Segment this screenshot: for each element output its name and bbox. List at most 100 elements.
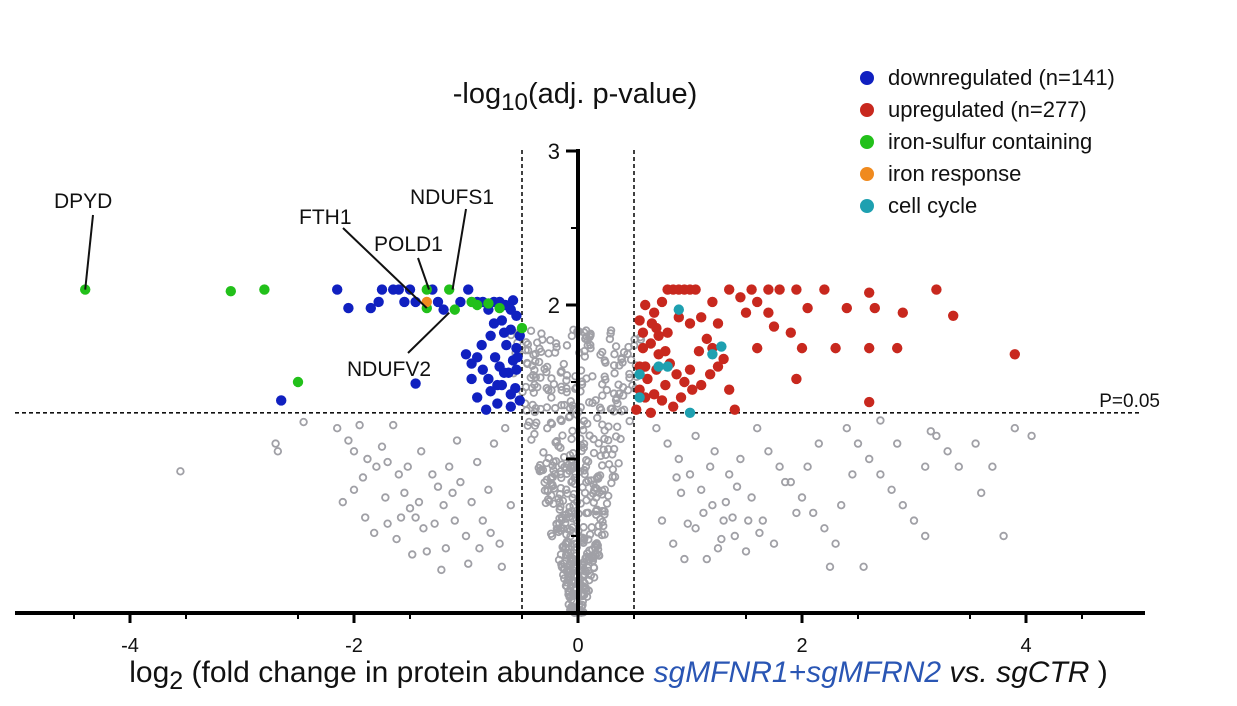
background-point — [657, 516, 667, 525]
background-point — [536, 373, 545, 382]
background-point — [602, 385, 612, 395]
background-point — [580, 570, 589, 579]
background-point — [544, 385, 553, 395]
background-point — [741, 547, 751, 556]
background-point — [562, 384, 571, 393]
background-point — [530, 365, 539, 375]
background-point — [475, 544, 484, 553]
background-point — [753, 424, 762, 433]
background-point — [551, 438, 560, 447]
background-point — [865, 454, 874, 464]
upregulated-point — [774, 284, 785, 295]
x-tick-label: -2 — [345, 635, 363, 657]
background-point — [557, 473, 566, 483]
background-point — [523, 345, 533, 355]
background-point — [747, 493, 756, 502]
background-point — [608, 465, 618, 474]
background-point — [562, 463, 571, 472]
background-point — [544, 349, 553, 358]
legend-item-iron-sulfur: iron-sulfur containing — [860, 126, 1115, 158]
background-point — [775, 462, 784, 471]
downregulated-point — [511, 364, 522, 375]
background-point — [593, 413, 602, 423]
upregulated-point — [684, 364, 696, 375]
background-point — [848, 470, 857, 479]
background-point — [594, 439, 603, 448]
annotation-label: POLD1 — [374, 233, 443, 256]
background-point — [554, 555, 564, 565]
background-point — [736, 454, 745, 464]
background-point — [601, 358, 610, 367]
downregulated-point — [373, 296, 384, 308]
background-point — [552, 437, 561, 446]
background-point — [582, 374, 591, 383]
background-point — [859, 562, 868, 571]
upregulated-point — [948, 310, 959, 321]
background-point — [586, 329, 595, 339]
background-point — [792, 508, 801, 518]
background-point — [546, 529, 556, 538]
downregulated-point — [480, 404, 492, 415]
upregulated-point — [1009, 349, 1020, 360]
background-point — [467, 497, 476, 507]
background-point — [176, 467, 185, 476]
downregulated-point — [514, 395, 525, 406]
downregulated-point — [432, 296, 444, 308]
background-point — [566, 570, 576, 579]
background-point — [428, 470, 437, 479]
background-point — [568, 426, 577, 436]
background-point — [672, 473, 681, 482]
background-point — [556, 523, 566, 533]
background-point — [599, 521, 608, 531]
annotation-leader — [342, 227, 428, 309]
background-point — [837, 501, 846, 510]
upregulated-point — [701, 333, 712, 345]
legend-item-iron-response: iron response — [860, 158, 1115, 190]
background-point — [853, 439, 863, 448]
background-point — [396, 513, 406, 522]
background-point — [954, 462, 963, 471]
upregulated-point — [785, 327, 796, 338]
downregulated-point — [512, 352, 523, 363]
downregulated-point — [343, 302, 354, 314]
background-point — [433, 482, 443, 491]
background-point — [557, 367, 566, 376]
background-point — [597, 530, 607, 540]
downregulated-point — [505, 401, 516, 412]
background-point — [596, 451, 605, 461]
background-point — [728, 513, 737, 522]
background-point — [562, 341, 572, 350]
background-point — [522, 406, 531, 415]
iron-sulfur-point — [225, 285, 236, 297]
highlighted-points — [80, 284, 1020, 418]
background-point — [691, 431, 700, 441]
background-point — [556, 415, 565, 424]
background-point — [591, 507, 601, 516]
background-point — [628, 381, 637, 390]
legend-swatch — [860, 167, 874, 181]
downregulated-point — [505, 389, 516, 400]
legend-item-cell-cycle: cell cycle — [860, 190, 1115, 222]
upregulated-point — [707, 296, 718, 308]
upregulated-point — [637, 327, 649, 338]
background-point — [587, 523, 596, 532]
background-point — [547, 393, 556, 402]
background-point — [377, 442, 387, 451]
background-point — [606, 329, 615, 338]
upregulated-point — [690, 284, 701, 295]
background-point — [613, 399, 622, 408]
background-point — [614, 380, 623, 389]
background-point — [617, 406, 626, 416]
background-point — [744, 516, 753, 525]
background-point — [585, 398, 594, 407]
background-point — [532, 418, 541, 427]
background-point — [355, 420, 364, 430]
background-point — [601, 375, 610, 384]
downregulated-point — [455, 296, 466, 308]
background-point — [921, 462, 930, 471]
background-point — [559, 359, 569, 369]
cell-cycle-point — [653, 361, 664, 372]
background-point — [430, 519, 439, 528]
annotation-leader — [407, 311, 450, 354]
downregulated-point — [404, 284, 416, 295]
